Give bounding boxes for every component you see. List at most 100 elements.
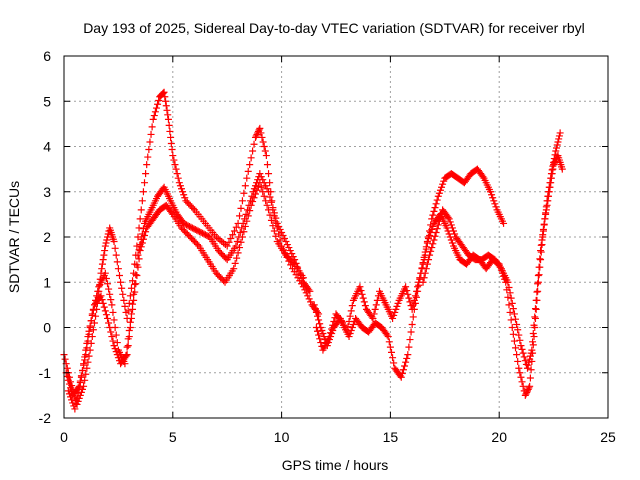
data-point	[404, 290, 412, 298]
data-point	[526, 382, 534, 390]
data-point	[61, 355, 69, 363]
data-point	[531, 305, 539, 313]
data-point	[422, 243, 430, 251]
data-point	[78, 366, 86, 374]
data-point	[231, 259, 239, 267]
data-point	[537, 256, 545, 264]
data-point	[113, 258, 121, 266]
y-tick-label: 5	[43, 93, 51, 109]
data-point	[250, 140, 258, 148]
data-point	[369, 314, 377, 322]
data-point	[249, 198, 257, 206]
data-point	[534, 280, 542, 288]
data-point	[399, 366, 407, 374]
data-point	[105, 319, 113, 327]
data-point	[238, 224, 246, 232]
data-point	[526, 355, 534, 363]
data-point	[345, 333, 353, 341]
data-point	[101, 269, 109, 277]
data-point	[161, 93, 169, 101]
data-point	[174, 174, 182, 182]
data-point	[414, 287, 422, 295]
data-point	[516, 369, 524, 377]
data-point	[142, 170, 150, 178]
data-point	[130, 296, 138, 304]
data-point	[519, 349, 527, 357]
data-point	[180, 191, 188, 199]
data-point	[489, 194, 497, 202]
data-point	[535, 263, 543, 271]
data-point	[71, 405, 79, 413]
series-4	[310, 165, 508, 350]
data-point	[407, 328, 415, 336]
data-point	[73, 400, 81, 408]
data-point	[521, 357, 529, 365]
data-point	[262, 182, 270, 190]
data-point	[146, 138, 154, 146]
data-point	[265, 170, 273, 178]
data-point	[83, 339, 91, 347]
data-point	[552, 147, 560, 155]
data-point	[314, 312, 322, 320]
data-point	[434, 192, 442, 200]
data-point	[173, 170, 181, 178]
data-point	[67, 393, 75, 401]
data-point	[101, 242, 109, 250]
data-point	[385, 338, 393, 346]
data-point	[413, 293, 421, 301]
data-point	[167, 133, 175, 141]
data-point	[267, 216, 275, 224]
data-point	[518, 378, 526, 386]
data-point	[401, 362, 409, 370]
data-point	[397, 373, 405, 381]
data-point	[236, 228, 244, 236]
data-point	[553, 141, 561, 149]
data-point	[166, 127, 174, 135]
data-point	[436, 186, 444, 194]
data-point	[444, 213, 452, 221]
data-point	[134, 263, 142, 271]
data-point	[102, 311, 110, 319]
data-point	[315, 316, 323, 324]
data-point	[398, 370, 406, 378]
data-point	[514, 326, 522, 334]
data-point	[189, 204, 197, 212]
data-point	[389, 354, 397, 362]
data-point	[236, 212, 244, 220]
data-point	[450, 227, 458, 235]
axis-ticks: 0 5 10 15 20 25 -2 -1 0 1 2 3 4 5 6	[39, 48, 616, 445]
data-point	[131, 281, 139, 289]
data-point	[404, 351, 412, 359]
series-6	[419, 152, 566, 372]
data-point	[148, 123, 156, 131]
data-point	[259, 188, 267, 196]
data-point	[451, 230, 459, 238]
data-point	[386, 343, 394, 351]
data-point	[509, 305, 517, 313]
data-point	[286, 247, 294, 255]
data-point	[114, 354, 122, 362]
data-point	[429, 211, 437, 219]
data-point	[421, 248, 429, 256]
data-point	[491, 200, 499, 208]
data-point	[283, 241, 291, 249]
data-point	[230, 227, 238, 235]
data-point	[258, 133, 266, 141]
data-point	[289, 259, 297, 267]
data-point	[540, 220, 548, 228]
data-point	[419, 278, 427, 286]
data-point	[432, 200, 440, 208]
data-point	[238, 233, 246, 241]
data-point	[549, 165, 557, 173]
data-point	[111, 345, 119, 353]
data-point	[556, 129, 564, 137]
data-point	[448, 224, 456, 232]
data-point	[346, 330, 354, 338]
data-point	[432, 228, 440, 236]
data-point	[551, 158, 559, 166]
data-point	[86, 322, 94, 330]
data-point	[115, 271, 123, 279]
data-marks	[60, 88, 566, 413]
data-point	[423, 238, 431, 246]
data-point	[347, 307, 355, 315]
